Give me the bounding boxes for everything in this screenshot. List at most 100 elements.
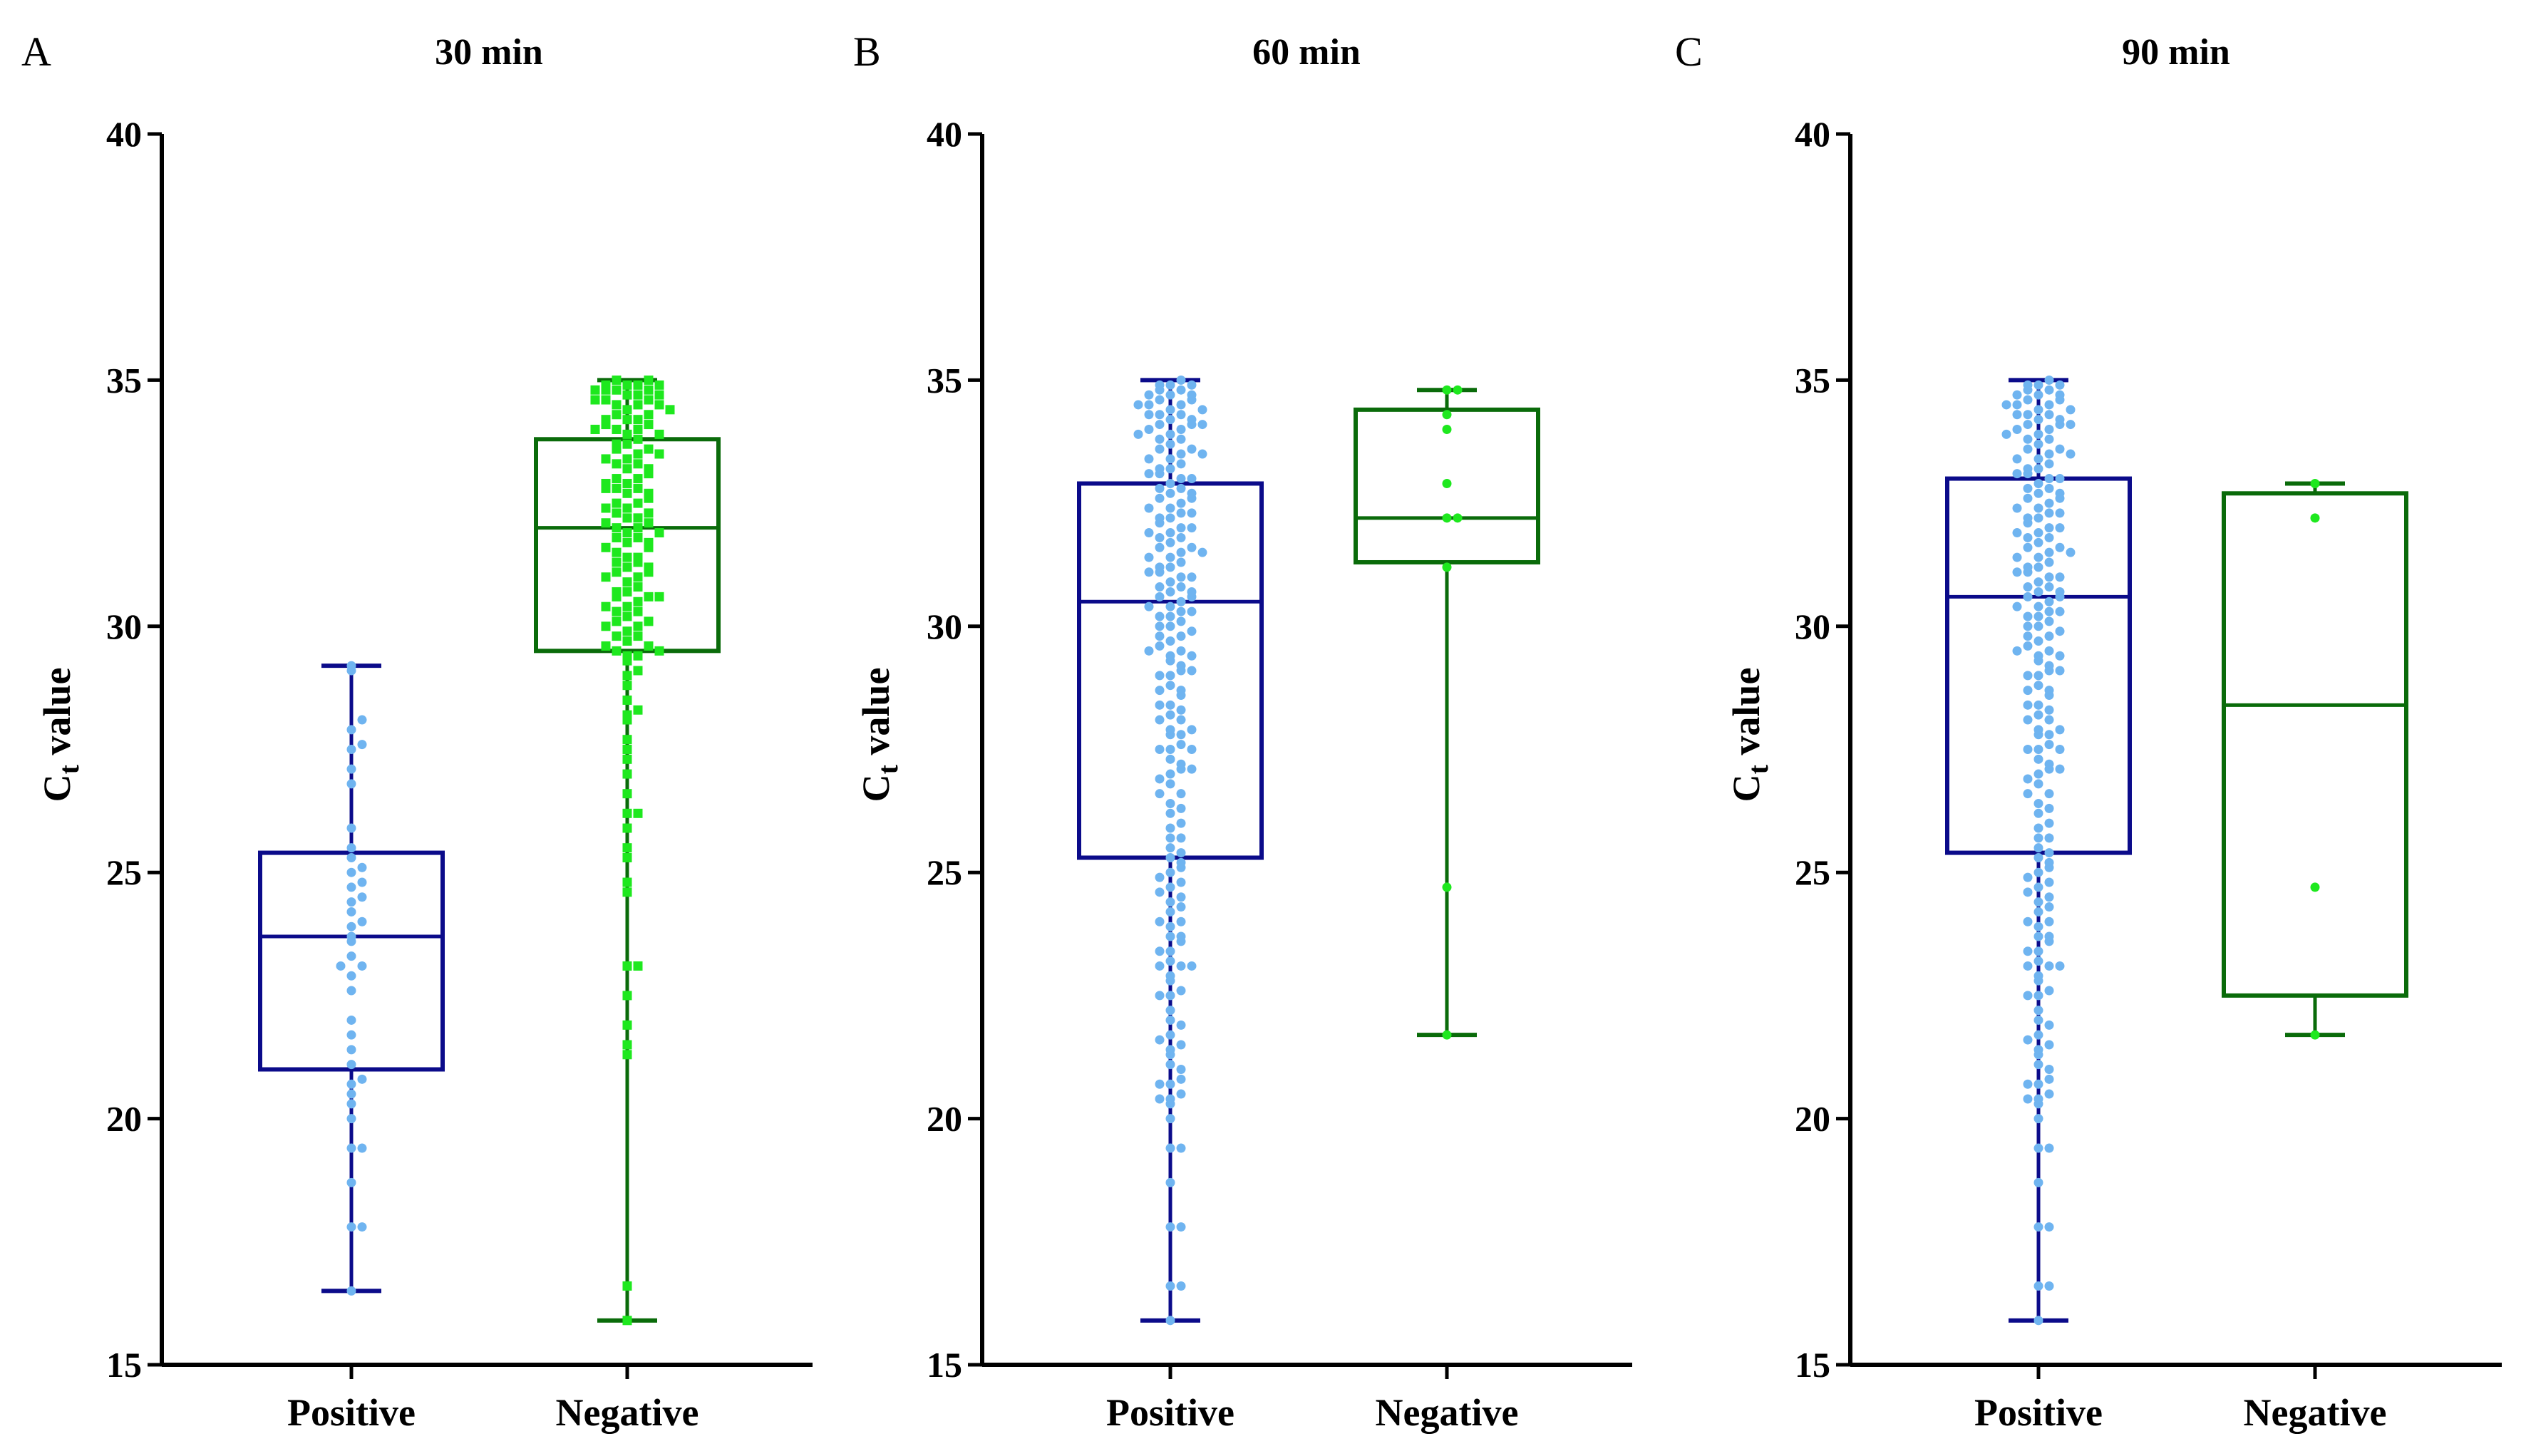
data-point [2055,725,2065,735]
data-point [1176,434,1186,444]
data-point [612,410,622,420]
data-point [2044,1281,2054,1291]
data-point [612,646,622,656]
data-point [622,651,632,661]
data-point [622,745,632,754]
data-point [2033,769,2043,779]
data-point [2033,439,2043,449]
data-point [2033,1030,2043,1040]
data-point [1155,917,1165,926]
data-point [1155,621,1165,631]
data-point [346,1286,356,1296]
data-point [2023,887,2033,897]
data-point [1187,745,1197,754]
panel-label: B [853,29,881,75]
data-point [2033,1050,2043,1060]
data-point [601,483,611,493]
box-iqr [1354,407,1540,564]
data-point [2066,449,2076,459]
data-point [1442,478,1452,488]
data-point [1165,1222,1175,1232]
data-point [2001,429,2011,439]
data-point [2023,686,2033,696]
data-point [1187,542,1197,552]
data-point [1176,1281,1186,1291]
data-point [622,1316,632,1326]
data-point [644,562,654,572]
data-point [654,592,664,601]
data-point [2044,375,2054,385]
data-point [612,547,622,557]
data-point [622,429,632,439]
data-point [1165,1079,1175,1089]
data-point [2033,745,2043,754]
data-point [2310,882,2320,892]
data-point [1165,562,1175,572]
data-point [1176,646,1186,656]
y-tick-label: 35 [1795,360,1830,400]
data-point [1165,725,1175,735]
data-point [2033,390,2043,400]
data-point [633,434,643,444]
data-point [2033,1079,2043,1089]
data-point [1176,474,1186,484]
data-point [1144,469,1154,479]
data-point [601,415,611,425]
data-point [346,882,356,892]
data-point [2023,715,2033,725]
data-point [622,1050,632,1060]
data-point [2033,1281,2043,1291]
data-point [2044,449,2054,459]
data-point [1165,1015,1175,1025]
data-point [1187,508,1197,518]
data-point [1155,789,1165,799]
data-point [346,745,356,754]
data-point [1155,395,1165,405]
data-point [644,488,654,498]
data-point [1442,513,1452,523]
data-point [1155,542,1165,552]
data-point [601,572,611,582]
data-point [1176,557,1186,567]
data-point [1165,1050,1175,1060]
data-point [2033,621,2043,631]
data-point [2023,917,2033,926]
data-point [1165,921,1175,931]
data-point [1176,508,1186,518]
data-point [622,537,632,547]
data-point [2044,740,2054,750]
data-point [622,439,632,449]
data-point [1176,877,1186,887]
data-point [1155,1035,1165,1045]
y-tick-label: 40 [106,114,142,154]
data-point [1165,429,1175,439]
data-point [2033,601,2043,611]
data-point [1155,464,1165,474]
data-point [612,557,622,567]
data-point [346,823,356,833]
data-point [1155,611,1165,621]
data-point [2023,641,2033,651]
y-tick-label: 30 [1795,606,1830,646]
data-point [1165,867,1175,877]
data-point [357,917,367,926]
y-tick-label: 25 [1795,852,1830,892]
data-point [1155,671,1165,681]
data-point [633,459,643,469]
data-point [1155,582,1165,592]
y-tick-label: 15 [106,1345,142,1385]
data-point [2310,1030,2320,1040]
data-point [2012,528,2022,538]
data-point [2033,537,2043,547]
data-point [601,395,611,405]
data-point [1176,730,1186,740]
data-point [1155,991,1165,1001]
data-point [2044,857,2054,867]
data-point [612,483,622,493]
data-point [1165,745,1175,754]
data-point [2055,523,2065,533]
data-point [1155,493,1165,503]
data-point [622,823,632,833]
data-point [622,852,632,862]
